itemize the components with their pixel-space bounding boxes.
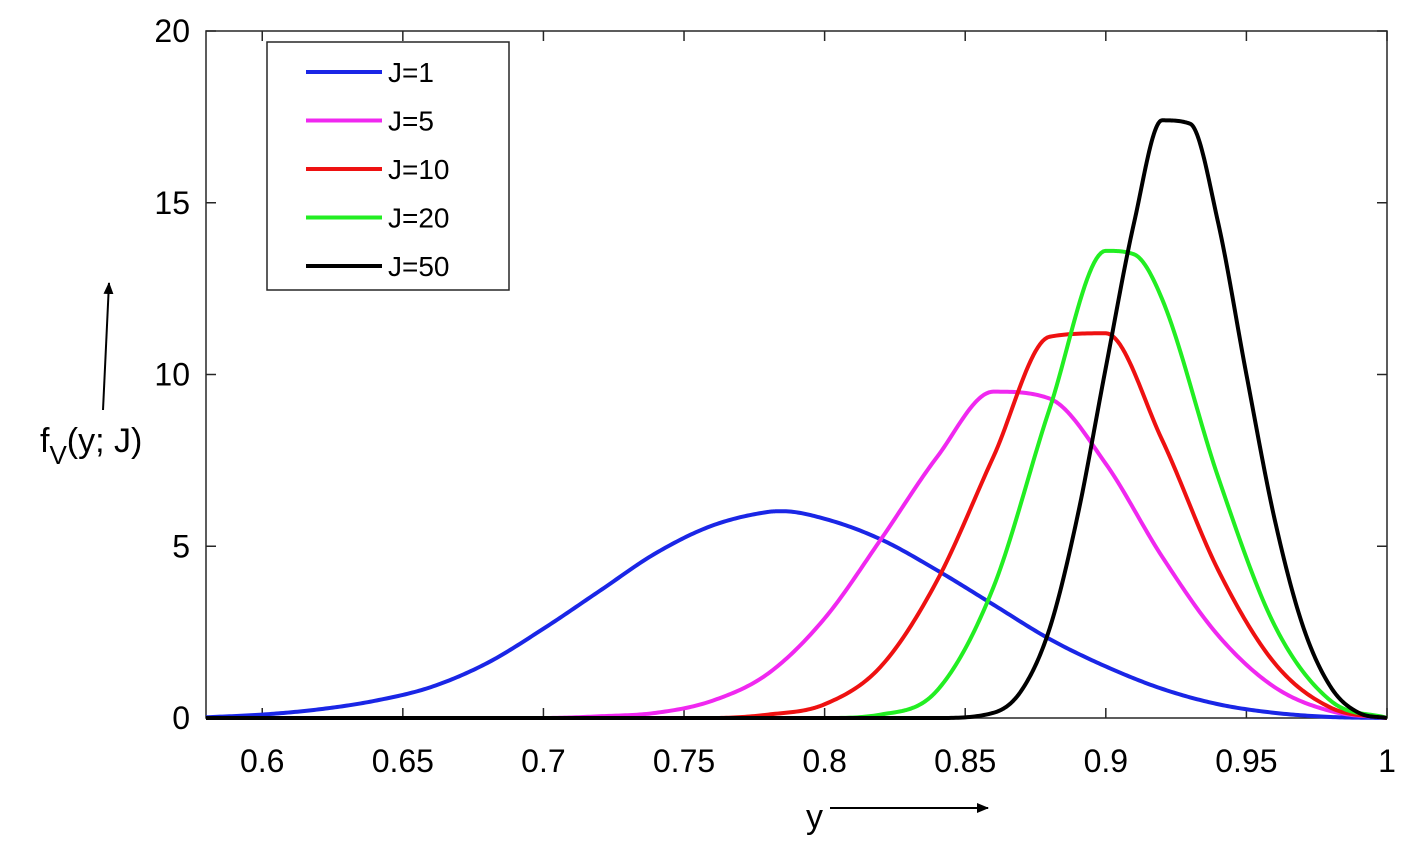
y-axis-label: fV(y; J) <box>40 422 142 470</box>
y-axis-label-main: f <box>40 422 50 460</box>
x-tick-label: 0.75 <box>653 743 715 779</box>
y-axis-label-rest: (y; J) <box>67 422 143 460</box>
x-tick-label: 0.85 <box>934 743 996 779</box>
y-tick-label: 20 <box>154 13 190 49</box>
legend-label: J=1 <box>388 57 434 88</box>
x-tick-label: 0.7 <box>521 743 565 779</box>
series-line-j-20 <box>206 248 1388 720</box>
y-tick-label: 15 <box>154 185 190 221</box>
legend-label: J=5 <box>388 106 434 137</box>
legend-label: J=10 <box>388 154 450 185</box>
series-line-j-50 <box>206 118 1388 720</box>
x-tick-label: 0.95 <box>1215 743 1277 779</box>
x-tick-label: 0.6 <box>240 743 284 779</box>
y-tick-label: 0 <box>172 700 190 736</box>
x-axis-label: y <box>806 798 823 836</box>
y-axis-label-subscript: V <box>49 440 67 470</box>
y-tick-label: 5 <box>172 528 190 564</box>
x-tick-label: 0.9 <box>1084 743 1128 779</box>
series-line-j-1 <box>205 509 1388 720</box>
legend: J=1 J=5 J=10 J=20 J=50 <box>266 41 510 291</box>
x-tick-label: 0.65 <box>372 743 434 779</box>
legend-label: J=20 <box>388 203 450 234</box>
x-tick-label: 0.8 <box>802 743 846 779</box>
x-tick-label: 1 <box>1378 743 1396 779</box>
series-line-j-10 <box>206 331 1388 720</box>
series-line-j-5 <box>206 389 1388 720</box>
legend-box <box>266 41 510 291</box>
legend-label: J=50 <box>388 251 450 282</box>
y-axis-arrow <box>102 282 114 411</box>
y-tick-label: 10 <box>154 357 190 393</box>
series-layer <box>205 118 1388 720</box>
